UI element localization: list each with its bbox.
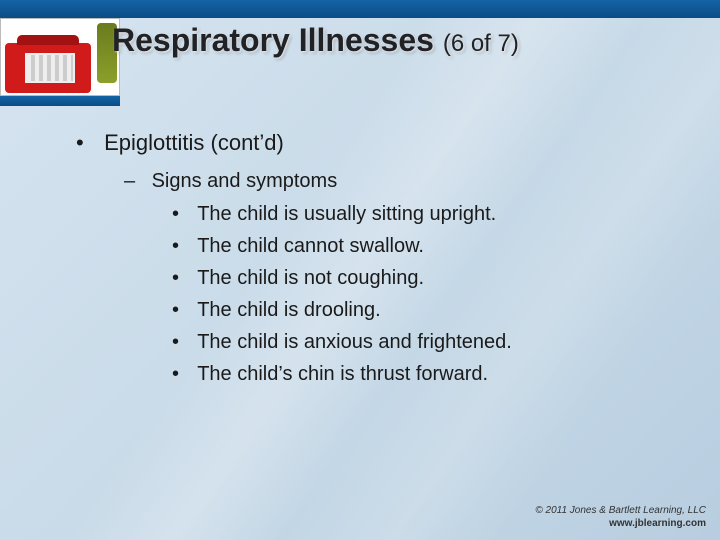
- bullet-level3-text: The child’s chin is thrust forward.: [197, 363, 488, 385]
- title-main: Respiratory Illnesses: [112, 22, 434, 58]
- bullet-level3-text: The child is usually sitting upright.: [197, 203, 496, 225]
- bullet-level3: The child is drooling.: [172, 297, 660, 324]
- bullet-level2-text: Signs and symptoms: [152, 170, 338, 192]
- title-part: (6 of 7): [443, 30, 519, 57]
- kit-window: [25, 53, 75, 83]
- bullet-level3: The child is anxious and frightened.: [172, 329, 660, 356]
- content-area: Epiglottitis (cont’d) Signs and symptoms…: [80, 130, 660, 393]
- copyright-line: © 2011 Jones & Bartlett Learning, LLC: [535, 505, 706, 518]
- corner-image: [0, 18, 120, 96]
- first-aid-kit-graphic: [5, 43, 91, 93]
- top-accent-bar: [0, 0, 720, 18]
- bullet-level3-text: The child is drooling.: [197, 299, 380, 321]
- footer: © 2011 Jones & Bartlett Learning, LLC ww…: [535, 505, 706, 530]
- slide: Respiratory Illnesses (6 of 7) Epiglotti…: [0, 0, 720, 540]
- bullet-level3: The child is usually sitting upright.: [172, 201, 660, 228]
- bullet-level3-text: The child is not coughing.: [197, 267, 424, 289]
- side-accent-bar: [0, 96, 120, 106]
- bullet-level2: Signs and symptoms: [124, 170, 660, 193]
- bullet-level3-text: The child is anxious and frightened.: [197, 331, 512, 353]
- bullet-level3-text: The child cannot swallow.: [197, 235, 424, 257]
- bullet-level3: The child cannot swallow.: [172, 233, 660, 260]
- bullet-level1-text: Epiglottitis (cont’d): [104, 130, 284, 155]
- bullet-level3: The child’s chin is thrust forward.: [172, 361, 660, 388]
- slide-title: Respiratory Illnesses (6 of 7): [112, 22, 700, 59]
- footer-url: www.jblearning.com: [535, 518, 706, 531]
- bullet-level1: Epiglottitis (cont’d): [80, 130, 660, 156]
- bullet-level3: The child is not coughing.: [172, 265, 660, 292]
